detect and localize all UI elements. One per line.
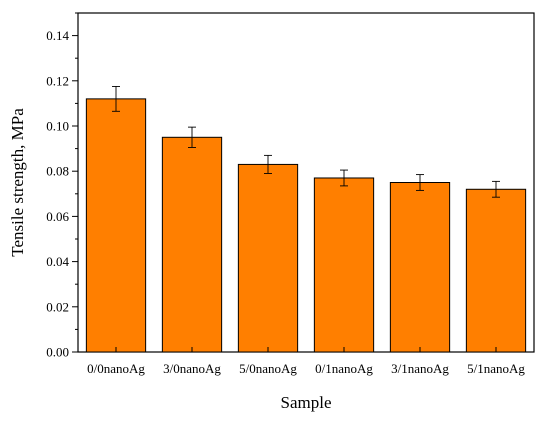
y-axis-ticks: 0.00 0.02 0.04 0.06 0.08 0.10 0.12 0.14	[46, 12, 78, 360]
y-tick-label: 0.12	[46, 73, 69, 88]
error-bar-0/0nanoAg	[112, 85, 120, 112]
error-bar-0/1nanoAg	[340, 169, 348, 187]
x-tick-label: 5/1nanoAg	[467, 361, 525, 376]
bar-5/1nanoAg	[465, 188, 527, 353]
bar-5/0nanoAg	[237, 163, 299, 353]
x-tick-label: 0/1nanoAg	[315, 361, 373, 376]
x-tick-label: 3/0nanoAg	[163, 361, 221, 376]
y-tick-label: 0.02	[46, 299, 69, 314]
error-bar-3/1nanoAg	[416, 174, 424, 191]
plot-frame	[77, 12, 535, 353]
error-bar-5/0nanoAg	[264, 154, 272, 174]
bar-0/1nanoAg	[313, 177, 375, 353]
x-tick-label: 3/1nanoAg	[391, 361, 449, 376]
x-tick-label: 0/0nanoAg	[87, 361, 145, 376]
y-tick-label: 0.10	[46, 119, 69, 134]
y-tick-label: 0.06	[46, 209, 69, 224]
y-tick-label: 0.08	[46, 164, 69, 179]
error-bar-5/1nanoAg	[492, 180, 500, 198]
y-tick-label: 0.04	[46, 254, 69, 269]
bar-0/0nanoAg	[85, 98, 147, 353]
x-tick-label: 5/0nanoAg	[239, 361, 297, 376]
plot-border	[77, 12, 535, 353]
x-axis-title: Sample	[281, 393, 332, 412]
y-tick-label: 0.14	[46, 28, 69, 43]
error-bar-3/0nanoAg	[188, 126, 196, 148]
x-axis-ticks: 0/0nanoAg 3/0nanoAg 5/0nanoAg 0/1nanoAg 3/1n…	[87, 347, 525, 376]
bar-3/0nanoAg	[161, 136, 223, 353]
bars-group	[85, 98, 527, 353]
y-tick-label: 0.00	[46, 345, 69, 360]
bar-3/1nanoAg	[389, 182, 451, 353]
error-bars-group	[112, 85, 500, 198]
y-axis-title: Tensile strength, MPa	[8, 108, 27, 257]
